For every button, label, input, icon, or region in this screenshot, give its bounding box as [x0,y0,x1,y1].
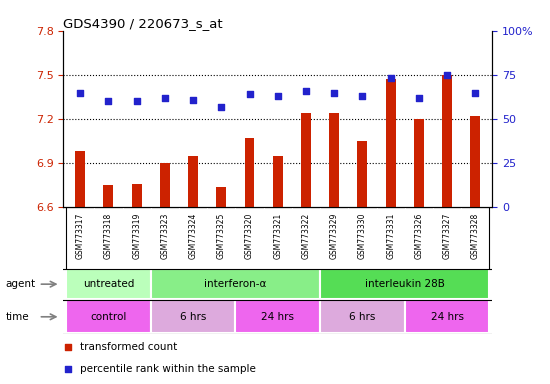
Point [76,89,85,96]
Point [161,95,169,101]
Point [217,104,226,110]
Bar [235,300,320,333]
Bar [301,113,311,207]
Text: untreated: untreated [82,279,134,289]
Bar [405,300,490,333]
Text: GSM773322: GSM773322 [301,212,310,258]
Text: time: time [6,312,29,322]
Text: GSM773331: GSM773331 [386,212,395,259]
Point [415,95,424,101]
Bar [329,113,339,207]
Bar [216,187,226,207]
Point [189,96,197,103]
Point [245,91,254,98]
Text: GSM773327: GSM773327 [443,212,452,259]
Bar [160,163,170,207]
Point [132,98,141,104]
Text: control: control [90,312,126,322]
Point [330,89,339,96]
Point [312,53,321,59]
Bar [131,184,141,207]
Text: GSM773324: GSM773324 [189,212,197,259]
Point [358,93,367,99]
Bar [151,270,320,299]
Bar [386,79,395,207]
Bar [320,300,405,333]
Text: GSM773326: GSM773326 [414,212,424,259]
Text: GSM773319: GSM773319 [132,212,141,259]
Text: GSM773329: GSM773329 [329,212,339,259]
Text: GSM773325: GSM773325 [217,212,226,259]
Bar [66,300,151,333]
Bar [414,119,424,207]
Point [471,89,480,96]
Text: GSM773317: GSM773317 [76,212,85,259]
Point [301,88,310,94]
Point [386,75,395,81]
Text: GSM773330: GSM773330 [358,212,367,259]
Point [104,98,113,104]
Text: interferon-α: interferon-α [204,279,267,289]
Text: percentile rank within the sample: percentile rank within the sample [80,364,256,374]
Bar [188,156,198,207]
Text: GSM773321: GSM773321 [273,212,282,258]
Text: agent: agent [6,279,36,289]
Bar [273,156,283,207]
Text: GSM773320: GSM773320 [245,212,254,259]
Bar [442,75,452,207]
Point [312,249,321,255]
Text: transformed count: transformed count [80,342,178,352]
Text: GSM773328: GSM773328 [471,212,480,258]
Bar [245,138,255,207]
Bar [358,141,367,207]
Text: GSM773318: GSM773318 [104,212,113,258]
Bar [66,270,151,299]
Point [443,72,452,78]
Text: interleukin 28B: interleukin 28B [365,279,445,289]
Bar [75,151,85,207]
Text: 24 hrs: 24 hrs [431,312,464,322]
Bar [103,185,113,207]
Text: 24 hrs: 24 hrs [261,312,294,322]
Text: 6 hrs: 6 hrs [180,312,206,322]
Text: GDS4390 / 220673_s_at: GDS4390 / 220673_s_at [63,17,223,30]
Point [273,93,282,99]
Bar [470,116,480,207]
Bar [320,270,490,299]
Text: GSM773323: GSM773323 [161,212,169,259]
Text: 6 hrs: 6 hrs [349,312,376,322]
Bar [151,300,235,333]
